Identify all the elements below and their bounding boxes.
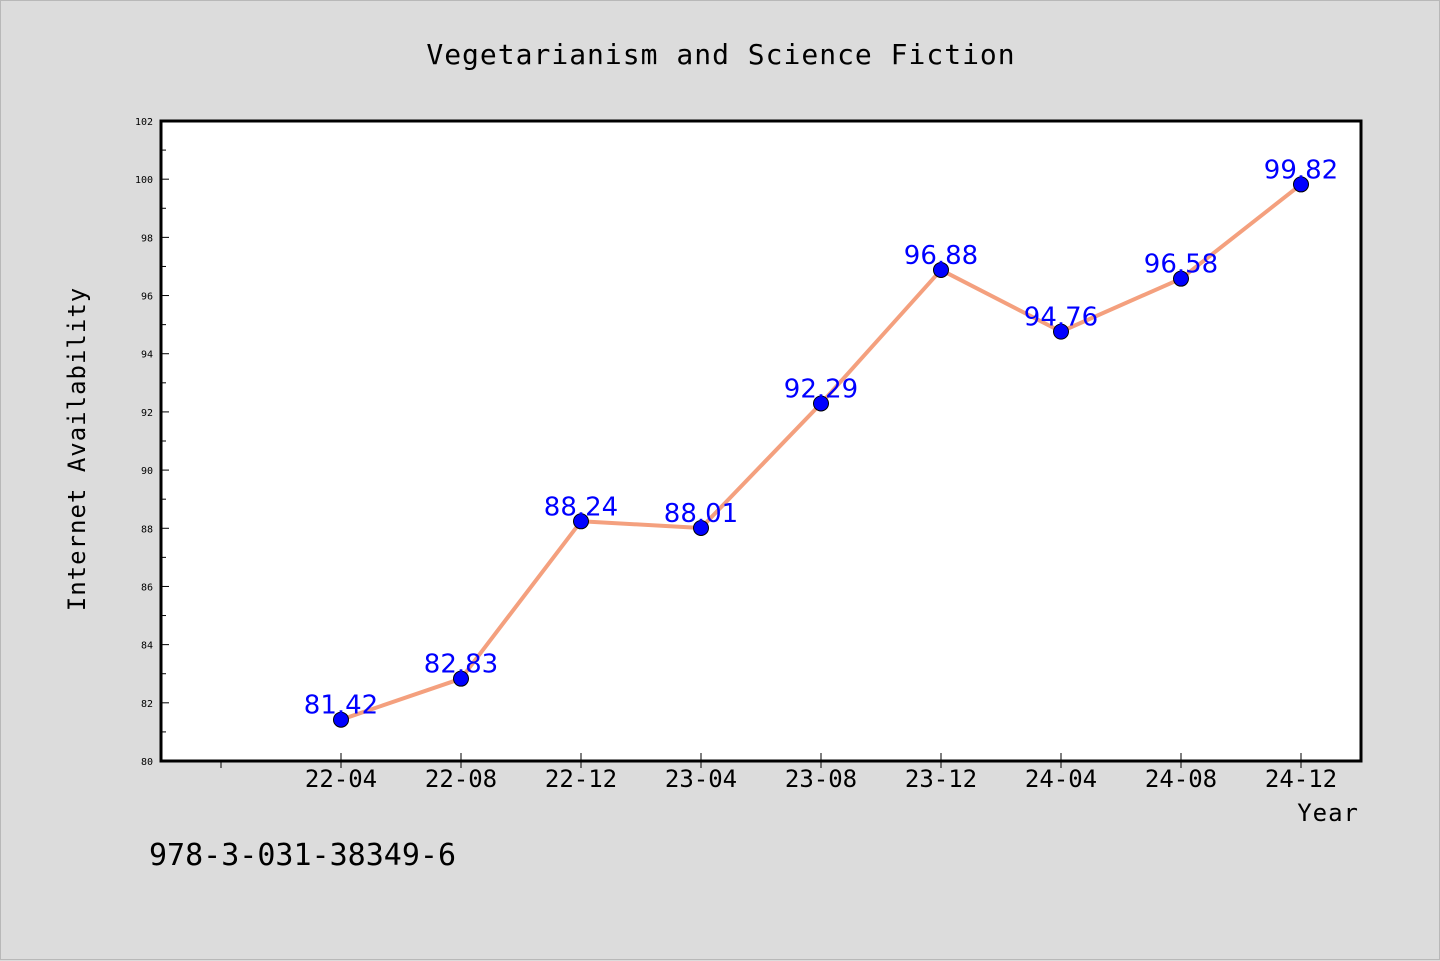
data-value-label: 88.01 — [664, 499, 738, 529]
data-point — [453, 670, 469, 687]
data-value-label: 96.58 — [1144, 250, 1218, 280]
data-point — [693, 519, 709, 536]
data-point — [813, 395, 829, 412]
y-tick-label: 98 — [141, 233, 153, 244]
data-point — [1173, 270, 1189, 287]
data-value-label: 92.29 — [784, 374, 858, 404]
x-tick-label: 22-08 — [425, 765, 497, 793]
x-tick-label: 24-12 — [1265, 765, 1337, 793]
y-axis-title: Internet Availability — [63, 287, 91, 611]
x-tick-label: 22-04 — [305, 765, 377, 793]
series-markers — [333, 176, 1309, 728]
y-tick-label: 84 — [141, 641, 153, 652]
data-point — [333, 711, 349, 728]
data-value-label: 88.24 — [544, 492, 618, 522]
data-value-label: 81.42 — [304, 691, 378, 721]
y-tick-label: 86 — [141, 582, 153, 593]
y-tick-label: 94 — [141, 350, 153, 361]
data-value-label: 99.82 — [1264, 155, 1338, 185]
plot-area — [161, 121, 1361, 761]
y-tick-label: 90 — [141, 466, 153, 477]
y-tick-label: 100 — [135, 175, 153, 186]
data-point — [1053, 323, 1069, 340]
y-tick-label: 92 — [141, 408, 153, 419]
x-tick-label: 24-04 — [1025, 765, 1097, 793]
chart-title: Vegetarianism and Science Fiction — [426, 38, 1015, 71]
y-axis-ticks: 80 82 84 86 88 90 92 94 96 98 100 102 — [135, 117, 169, 768]
x-tick-label: 24-08 — [1145, 765, 1217, 793]
y-tick-label: 80 — [141, 757, 153, 768]
data-labels: 81.42 82.83 88.24 88.01 92.29 96.88 94.76 96.58… — [304, 155, 1338, 720]
plot-frame — [159, 119, 1363, 763]
x-tick-label: 23-04 — [665, 765, 737, 793]
y-tick-label: 88 — [141, 524, 153, 535]
data-point — [933, 261, 949, 278]
y-tick-label: 102 — [135, 117, 153, 128]
isbn-text: 978-3-031-38349-6 — [149, 838, 456, 873]
x-tick-label: 22-12 — [545, 765, 617, 793]
data-value-label: 82.83 — [424, 650, 498, 680]
data-value-label: 94.76 — [1024, 303, 1098, 333]
y-tick-label: 96 — [141, 292, 153, 303]
x-axis-ticks: 22-04 22-08 22-12 23-04 23-08 23-12 24-04 24-08… — [220, 753, 1337, 793]
data-point — [573, 513, 589, 530]
x-tick-label: 23-12 — [905, 765, 977, 793]
x-axis-title: Year — [1297, 799, 1359, 827]
y-tick-label: 82 — [141, 699, 153, 710]
data-value-label: 96.88 — [904, 241, 978, 271]
data-point — [1293, 176, 1309, 193]
x-tick-label: 23-08 — [785, 765, 857, 793]
